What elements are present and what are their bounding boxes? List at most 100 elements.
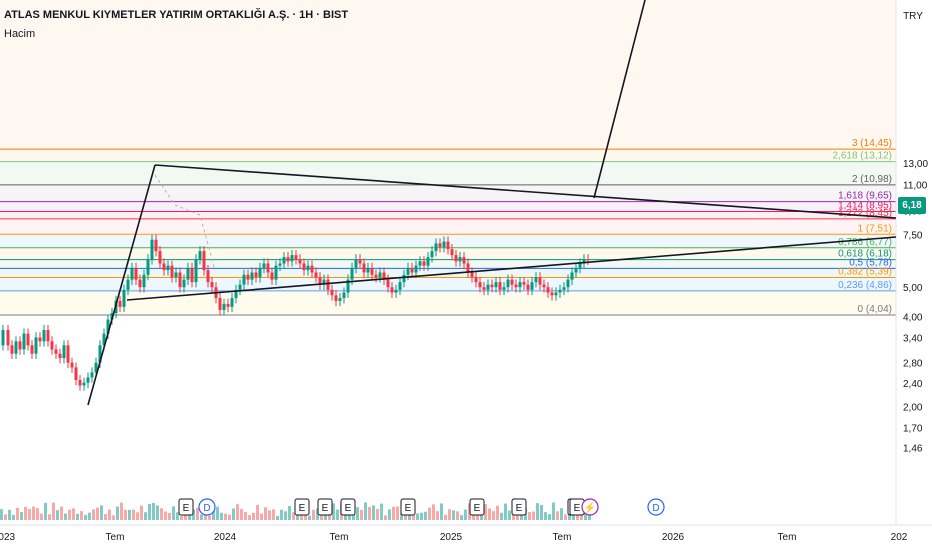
candle-body bbox=[158, 251, 162, 264]
volume-bar bbox=[0, 509, 3, 520]
candle-body bbox=[478, 282, 482, 288]
volume-bar bbox=[172, 506, 175, 520]
volume-bar bbox=[496, 505, 499, 520]
volume-bar bbox=[308, 515, 311, 520]
candle-body bbox=[150, 239, 154, 260]
candle-body bbox=[1, 329, 5, 346]
volume-bar bbox=[548, 514, 551, 520]
fib-label: 0 (4,04) bbox=[858, 304, 892, 315]
candle-body bbox=[190, 267, 194, 283]
fib-band bbox=[0, 268, 896, 278]
candle-body bbox=[270, 272, 274, 280]
impulse-leg-line bbox=[87, 164, 156, 406]
candle-body bbox=[374, 274, 378, 278]
price-tick-label: 4,00 bbox=[903, 312, 923, 323]
candle-body bbox=[310, 265, 314, 273]
candle-body bbox=[286, 257, 290, 262]
candle-body bbox=[94, 362, 98, 373]
candle-body bbox=[350, 267, 354, 280]
candle-body bbox=[498, 282, 502, 290]
candle-body bbox=[538, 277, 542, 285]
fib-band bbox=[0, 201, 896, 212]
candle-body bbox=[486, 284, 490, 290]
candle-body bbox=[414, 265, 418, 273]
volume-bar bbox=[12, 514, 15, 520]
volume-bar bbox=[252, 512, 255, 520]
event-marker bbox=[469, 498, 485, 516]
volume-bar bbox=[292, 512, 295, 520]
volume-bar bbox=[432, 504, 435, 520]
candle-body bbox=[54, 349, 58, 354]
candle-body bbox=[450, 249, 454, 256]
volume-bar bbox=[84, 514, 87, 520]
candle-body bbox=[134, 267, 138, 280]
currency-label[interactable]: TRY bbox=[903, 11, 923, 22]
volume-bar bbox=[136, 512, 139, 520]
volume-bar bbox=[460, 515, 463, 520]
volume-bar bbox=[152, 503, 155, 520]
symbol-title[interactable]: ATLAS MENKUL KIYMETLER YATIRIM ORTAKLIĞI… bbox=[4, 9, 349, 21]
volume-bar bbox=[104, 514, 107, 520]
price-tick-label: 1,70 bbox=[903, 424, 923, 435]
fib-band bbox=[0, 184, 896, 202]
candle-body bbox=[482, 287, 486, 290]
fib-label: 1,272 (8,45) bbox=[838, 208, 892, 219]
candle-body bbox=[558, 289, 562, 293]
volume-bar bbox=[464, 509, 467, 520]
candle-body bbox=[510, 279, 514, 285]
volume-bar bbox=[552, 502, 555, 520]
volume-bar bbox=[112, 515, 115, 520]
volume-bar bbox=[240, 509, 243, 520]
price-tick-label: 2,00 bbox=[903, 402, 923, 413]
candle-body bbox=[346, 279, 350, 293]
candle-body bbox=[582, 259, 586, 264]
volume-bar bbox=[428, 507, 431, 520]
candle-body bbox=[318, 277, 322, 285]
candle-body bbox=[570, 272, 574, 280]
volume-bar bbox=[380, 503, 383, 520]
candle-body bbox=[470, 272, 474, 278]
volume-bar bbox=[452, 510, 455, 520]
time-tick-label: Tem bbox=[778, 532, 797, 543]
volume-bar bbox=[324, 514, 327, 520]
candle-body bbox=[514, 284, 518, 288]
volume-bar bbox=[108, 509, 111, 520]
volume-indicator-label[interactable]: Hacim bbox=[4, 28, 36, 40]
event-marker bbox=[178, 498, 194, 516]
volume-bar bbox=[536, 503, 539, 520]
candle-body bbox=[46, 329, 50, 342]
volume-bar bbox=[436, 511, 439, 520]
volume-bar bbox=[316, 508, 319, 520]
candle-body bbox=[402, 274, 406, 283]
price-tick-label: 1,46 bbox=[903, 443, 923, 454]
candle-body bbox=[106, 319, 110, 334]
event-label: E bbox=[405, 503, 412, 514]
fib-label: 2,618 (13,12) bbox=[833, 151, 893, 162]
candle-body bbox=[22, 333, 26, 350]
candle-body bbox=[162, 263, 166, 271]
fib-band bbox=[0, 290, 896, 315]
candle-body bbox=[370, 267, 374, 275]
volume-bar bbox=[244, 512, 247, 520]
candle-body bbox=[518, 282, 522, 288]
volume-bar bbox=[148, 503, 151, 520]
candle-body bbox=[418, 261, 422, 266]
event-label: E bbox=[474, 503, 481, 514]
triangle-upper-line bbox=[154, 164, 897, 219]
volume-bar bbox=[228, 514, 231, 520]
candle-body bbox=[378, 272, 382, 278]
candle-body bbox=[218, 298, 222, 310]
volume-bar bbox=[272, 509, 275, 520]
candle-body bbox=[26, 333, 30, 346]
candle-body bbox=[586, 259, 590, 261]
candle-body bbox=[442, 241, 446, 248]
volume-bar bbox=[516, 514, 519, 520]
candle-body bbox=[366, 267, 370, 273]
fib-bands bbox=[0, 0, 896, 315]
candle-body bbox=[50, 341, 54, 350]
candle-body bbox=[234, 289, 238, 299]
candle-body bbox=[258, 267, 262, 278]
candle-body bbox=[278, 263, 282, 266]
